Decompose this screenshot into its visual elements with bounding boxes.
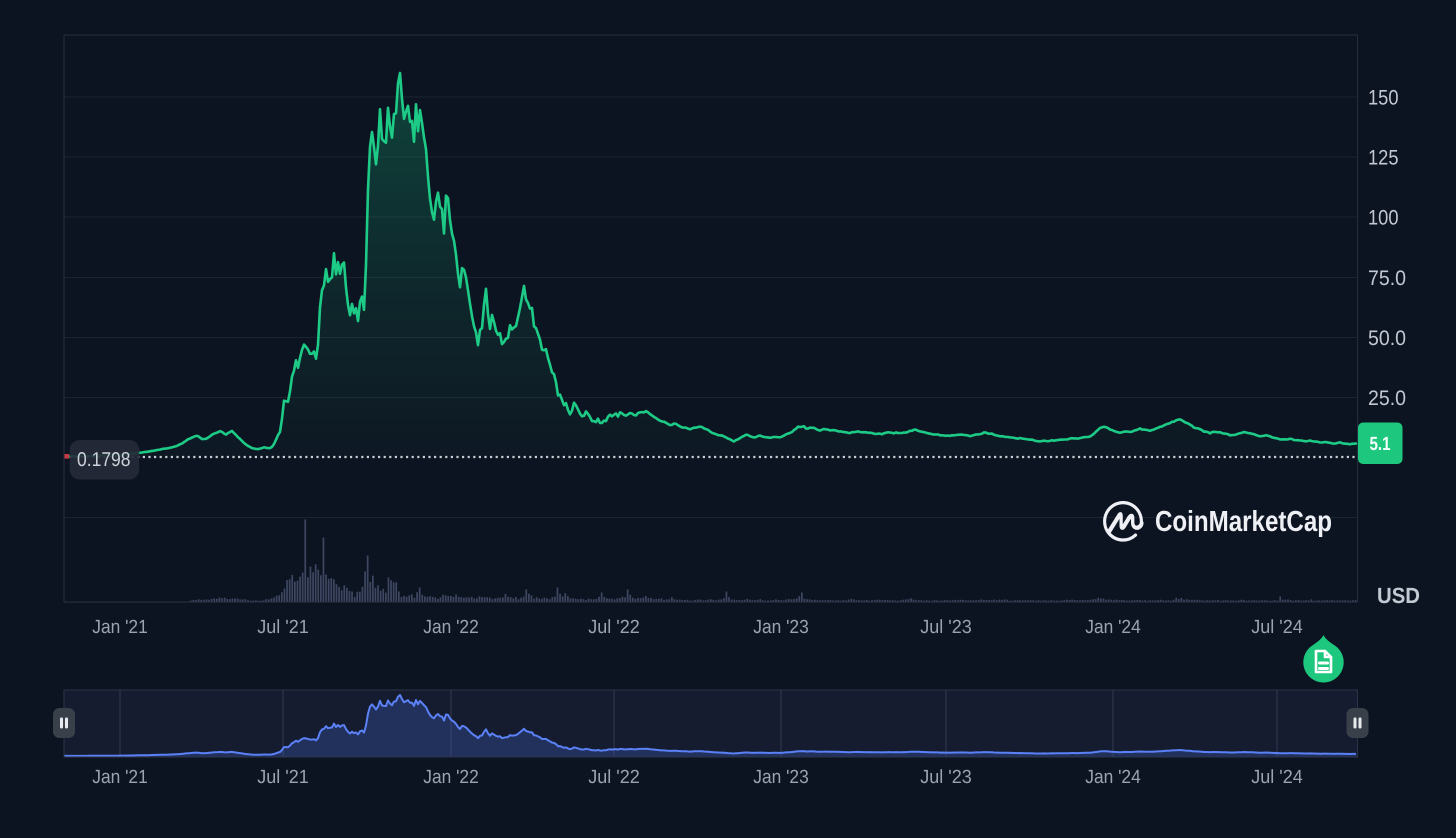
svg-text:Jan '23: Jan '23 — [753, 767, 809, 788]
svg-text:150: 150 — [1368, 87, 1399, 110]
svg-text:Jul '21: Jul '21 — [257, 767, 309, 788]
svg-text:Jan '24: Jan '24 — [1085, 617, 1141, 638]
svg-text:CoinMarketCap: CoinMarketCap — [1155, 506, 1332, 538]
svg-text:Jul '23: Jul '23 — [920, 767, 972, 788]
svg-text:Jan '22: Jan '22 — [423, 767, 479, 788]
svg-text:Jan '23: Jan '23 — [753, 617, 809, 638]
svg-text:Jul '22: Jul '22 — [588, 617, 640, 638]
svg-text:Jul '24: Jul '24 — [1251, 767, 1303, 788]
svg-text:100: 100 — [1368, 207, 1399, 230]
svg-text:Jul '22: Jul '22 — [588, 767, 640, 788]
svg-text:Jan '21: Jan '21 — [92, 617, 148, 638]
svg-text:75.0: 75.0 — [1368, 267, 1406, 290]
svg-text:Jul '23: Jul '23 — [920, 617, 972, 638]
svg-text:25.0: 25.0 — [1368, 387, 1406, 410]
svg-text:Jul '21: Jul '21 — [257, 617, 309, 638]
svg-text:50.0: 50.0 — [1368, 327, 1406, 350]
svg-text:Jul '24: Jul '24 — [1251, 617, 1303, 638]
svg-text:USD: USD — [1377, 583, 1420, 608]
svg-text:5.1: 5.1 — [1370, 434, 1391, 455]
svg-text:0.1798: 0.1798 — [77, 449, 131, 471]
svg-text:125: 125 — [1368, 147, 1399, 170]
svg-text:Jan '21: Jan '21 — [92, 767, 148, 788]
svg-text:Jan '24: Jan '24 — [1085, 767, 1141, 788]
svg-text:Jan '22: Jan '22 — [423, 617, 479, 638]
